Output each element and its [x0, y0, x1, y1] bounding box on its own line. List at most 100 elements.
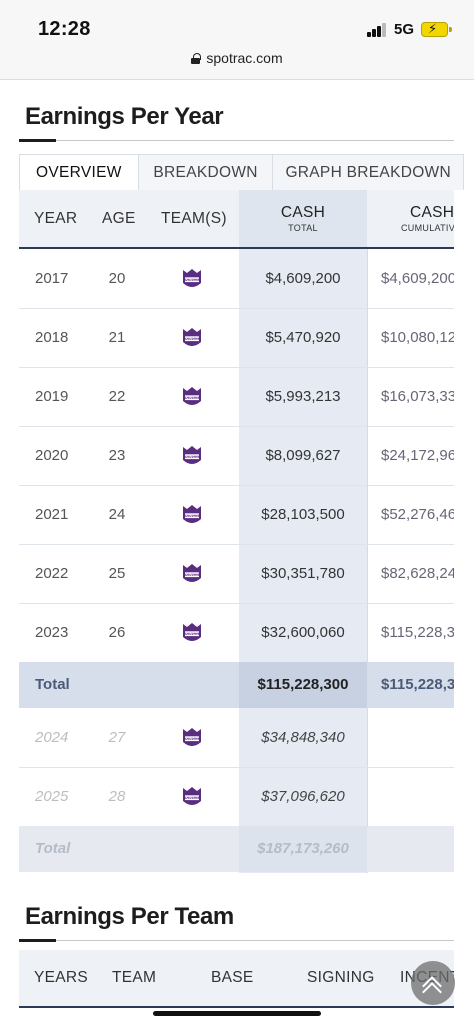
kings-logo-icon: KINGS: [183, 623, 201, 641]
header-years[interactable]: YEARS: [34, 969, 89, 986]
header-cumulative-sub: CUMULATIVE: [401, 223, 454, 233]
table-header: YEAR AGE TEAM(S) CASH TOTAL CASH CUMULAT…: [19, 190, 454, 249]
cell-cash-total: $30,351,780: [261, 565, 345, 582]
cell-cash-total: $28,103,500: [261, 506, 345, 523]
projected-total-label: Total: [35, 840, 71, 857]
battery-tip: [449, 27, 452, 32]
cell-age: 25: [108, 565, 126, 582]
header-teams[interactable]: TEAM(S): [161, 210, 227, 227]
cell-cash-cumulative: $16,073,333: [381, 388, 454, 405]
table-row: 2019 22 KINGS $5,993,213 $16,073,333: [19, 368, 454, 427]
kings-logo-icon: KINGS: [183, 269, 201, 287]
cell-cash-total: $32,600,060: [261, 624, 345, 641]
svg-text:KINGS: KINGS: [185, 513, 198, 518]
cell-cash-total: $5,993,213: [265, 388, 341, 405]
home-indicator: [153, 1011, 321, 1016]
cell-year: 2022: [35, 565, 69, 582]
cell-year: 2019: [35, 388, 69, 405]
status-bar: 12:28 5G ⚡ spotrac.com: [0, 0, 474, 80]
header-year[interactable]: YEAR: [34, 210, 78, 227]
cell-team[interactable]: KINGS: [181, 786, 203, 810]
battery-icon: ⚡: [421, 21, 448, 37]
kings-logo-icon: KINGS: [183, 328, 201, 346]
header-base[interactable]: BASE: [211, 969, 254, 986]
cell-age: 27: [108, 729, 126, 746]
cell-year: 2017: [35, 270, 69, 287]
cell-year: 2024: [35, 729, 69, 746]
cell-team[interactable]: KINGS: [181, 563, 203, 587]
url-text: spotrac.com: [206, 50, 283, 66]
total-cumulative: $115,228,300: [381, 676, 454, 693]
cash-column-highlight: [239, 190, 367, 873]
total-row: Total $115,228,300 $115,228,300: [19, 662, 454, 708]
projected-total-row: Total $187,173,260: [19, 826, 454, 872]
svg-text:KINGS: KINGS: [185, 736, 198, 741]
section-title-earnings-per-team: Earnings Per Team: [25, 903, 234, 930]
header-cash-total[interactable]: CASH TOTAL: [239, 204, 367, 234]
table-row: 2018 21 KINGS $5,470,920 $10,080,120: [19, 309, 454, 368]
header-signing[interactable]: SIGNING: [307, 969, 375, 986]
table-row: 2022 25 KINGS $30,351,780 $82,628,240: [19, 545, 454, 604]
header-cumulative-label: CASH: [410, 204, 454, 221]
network-label: 5G: [394, 21, 415, 38]
cell-year: 2021: [35, 506, 69, 523]
column-divider: [367, 190, 368, 873]
earnings-per-team-header: YEARS TEAM BASE SIGNING INCENTIVES: [19, 950, 454, 1008]
svg-text:KINGS: KINGS: [185, 395, 198, 400]
address-bar[interactable]: spotrac.com: [0, 50, 474, 66]
table-row: 2025 28 KINGS $37,096,620: [19, 768, 454, 827]
table-row: 2023 26 KINGS $32,600,060 $115,228,300: [19, 604, 454, 663]
signal-icon: [367, 23, 387, 37]
cell-cash-cumulative: $10,080,120: [381, 329, 454, 346]
total-label: Total: [35, 676, 70, 693]
tab-breakdown[interactable]: BREAKDOWN: [139, 155, 274, 190]
tab-overview[interactable]: OVERVIEW: [20, 155, 139, 190]
svg-text:KINGS: KINGS: [185, 277, 198, 282]
lock-icon: [191, 53, 201, 64]
cell-age: 26: [108, 624, 126, 641]
cell-cash-cumulative: $82,628,240: [381, 565, 454, 582]
header-cash-sub: TOTAL: [288, 223, 318, 233]
cell-cash-cumulative: $24,172,960: [381, 447, 454, 464]
cell-year: 2018: [35, 329, 69, 346]
cell-team[interactable]: KINGS: [181, 327, 203, 351]
cell-age: 23: [108, 447, 126, 464]
header-age[interactable]: AGE: [102, 210, 136, 227]
cell-age: 22: [108, 388, 126, 405]
title-underline: [19, 139, 454, 142]
cell-year: 2023: [35, 624, 69, 641]
title-underline: [19, 939, 454, 942]
table-row: 2017 20 KINGS $4,609,200 $4,609,200: [19, 250, 454, 309]
cell-team[interactable]: KINGS: [181, 727, 203, 751]
cell-team[interactable]: KINGS: [181, 445, 203, 469]
cell-cash-total: $4,609,200: [265, 270, 341, 287]
cell-year: 2025: [35, 788, 69, 805]
cell-age: 24: [108, 506, 126, 523]
kings-logo-icon: KINGS: [183, 787, 201, 805]
svg-text:KINGS: KINGS: [185, 572, 198, 577]
cell-cash-total: $34,848,340: [261, 729, 345, 746]
cell-cash-cumulative: $115,228,300: [381, 624, 454, 641]
svg-text:KINGS: KINGS: [185, 336, 198, 341]
cell-age: 21: [108, 329, 126, 346]
table-row: 2024 27 KINGS $34,848,340: [19, 709, 454, 768]
cell-cash-cumulative: $52,276,460: [381, 506, 454, 523]
cell-team[interactable]: KINGS: [181, 268, 203, 292]
header-cash-cumulative[interactable]: CASH CUMULATIVE: [393, 204, 454, 234]
cell-team[interactable]: KINGS: [181, 386, 203, 410]
tab-bar: OVERVIEW BREAKDOWN GRAPH BREAKDOWN: [19, 154, 464, 190]
scroll-to-top-button[interactable]: [411, 961, 455, 1005]
cell-year: 2020: [35, 447, 69, 464]
cell-cash-total: $5,470,920: [265, 329, 341, 346]
kings-logo-icon: KINGS: [183, 446, 201, 464]
header-cash-label: CASH: [280, 204, 326, 221]
header-team[interactable]: TEAM: [112, 969, 157, 986]
clock: 12:28: [38, 18, 91, 40]
cell-team[interactable]: KINGS: [181, 622, 203, 646]
kings-logo-icon: KINGS: [183, 564, 201, 582]
tab-graph-breakdown[interactable]: GRAPH BREAKDOWN: [285, 164, 451, 181]
cell-cash-total: $8,099,627: [265, 447, 341, 464]
cell-team[interactable]: KINGS: [181, 504, 203, 528]
cell-cash-total: $37,096,620: [261, 788, 345, 805]
svg-text:KINGS: KINGS: [185, 631, 198, 636]
